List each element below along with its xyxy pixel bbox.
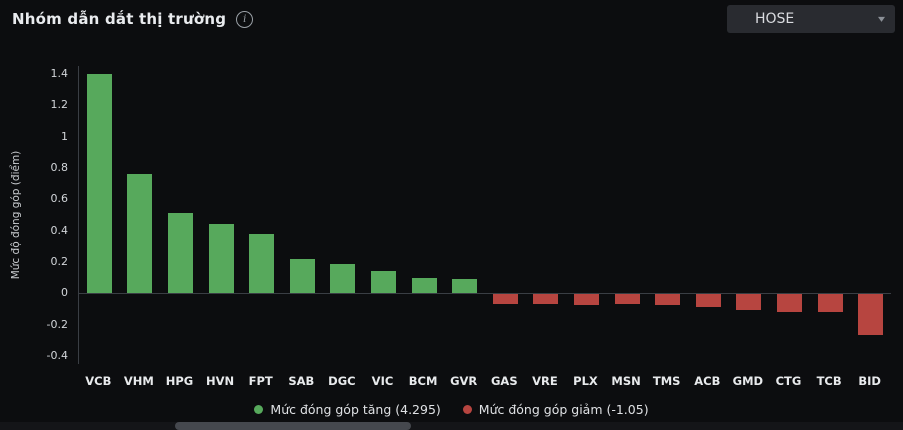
- legend-dot-positive-icon: [254, 405, 264, 414]
- bar-BID[interactable]: [858, 294, 884, 336]
- y-tick-label: -0.4: [46, 349, 68, 363]
- x-tick-label-GAS: GAS: [490, 374, 518, 388]
- bar-VCB[interactable]: [86, 73, 112, 294]
- x-tick-label-VIC: VIC: [371, 374, 394, 388]
- page-title: Nhóm dẫn dắt thị trường: [12, 10, 227, 28]
- bar-HVN[interactable]: [208, 224, 234, 294]
- bar-VRE[interactable]: [533, 294, 559, 304]
- bar-FPT[interactable]: [249, 233, 275, 294]
- bar-PLX[interactable]: [574, 294, 599, 306]
- x-tick-label-FPT: FPT: [248, 374, 273, 388]
- horizontal-scrollbar-thumb[interactable]: [175, 422, 411, 430]
- y-tick-label: 1.2: [50, 98, 69, 112]
- x-tick-label-DGC: DGC: [328, 374, 356, 388]
- y-tick-label: 0.8: [50, 160, 69, 174]
- bar-SAB[interactable]: [289, 258, 315, 294]
- title-group: Nhóm dẫn dắt thị trường i: [12, 10, 254, 28]
- y-tick-label: 0.4: [50, 223, 69, 237]
- legend-label-positive: Mức đóng góp tăng (4.295): [270, 402, 441, 417]
- bar-TCB[interactable]: [817, 294, 843, 312]
- y-tick-label: 0.2: [50, 255, 69, 269]
- x-tick-label-MSN: MSN: [611, 374, 641, 388]
- bar-ACB[interactable]: [695, 294, 721, 307]
- info-icon[interactable]: i: [236, 10, 254, 28]
- y-tick-label: 0.6: [50, 192, 69, 206]
- chart-legend: Mức đóng góp tăng (4.295) Mức đóng góp g…: [0, 402, 903, 417]
- bar-VHM[interactable]: [127, 174, 153, 294]
- x-tick-label-GVR: GVR: [450, 374, 478, 388]
- legend-item-positive: Mức đóng góp tăng (4.295): [254, 402, 441, 417]
- x-tick-label-TMS: TMS: [652, 374, 681, 388]
- bar-BCM[interactable]: [411, 277, 437, 294]
- exchange-selected-value: HOSE: [755, 11, 795, 27]
- bar-chart-plot: [78, 66, 891, 364]
- x-tick-label-PLX: PLX: [573, 374, 598, 388]
- exchange-select[interactable]: HOSE ▾: [727, 5, 895, 33]
- x-tick-label-CTG: CTG: [775, 374, 802, 388]
- bar-GAS[interactable]: [492, 294, 518, 304]
- legend-dot-negative-icon: [462, 405, 472, 414]
- x-tick-label-HPG: HPG: [165, 374, 194, 388]
- x-tick-label-GMD: GMD: [732, 374, 764, 388]
- x-tick-label-VRE: VRE: [532, 374, 558, 388]
- x-tick-label-TCB: TCB: [816, 374, 842, 388]
- widget-header: Nhóm dẫn dắt thị trường i HOSE ▾: [0, 0, 903, 38]
- bar-GVR[interactable]: [452, 279, 478, 294]
- bar-CTG[interactable]: [777, 294, 802, 312]
- x-tick-label-SAB: SAB: [288, 374, 315, 388]
- legend-item-negative: Mức đóng góp giảm (-1.05): [462, 402, 649, 417]
- y-tick-label: -0.2: [46, 317, 68, 331]
- bar-GMD[interactable]: [736, 294, 762, 311]
- x-tick-label-BID: BID: [858, 374, 881, 388]
- bar-TMS[interactable]: [655, 294, 681, 306]
- bar-MSN[interactable]: [614, 294, 640, 304]
- y-tick-label: 1.4: [50, 66, 69, 80]
- bar-DGC[interactable]: [330, 263, 356, 294]
- chevron-down-icon: ▾: [877, 13, 886, 25]
- x-tick-label-VHM: VHM: [123, 374, 154, 388]
- legend-label-negative: Mức đóng góp giảm (-1.05): [478, 402, 649, 417]
- horizontal-scrollbar-track[interactable]: [0, 422, 903, 430]
- y-tick-label: 0: [61, 286, 68, 300]
- bar-VIC[interactable]: [371, 271, 396, 294]
- x-tick-label-HVN: HVN: [206, 374, 235, 388]
- y-tick-label: 1: [61, 129, 68, 143]
- x-tick-label-VCB: VCB: [85, 374, 112, 388]
- x-tick-label-ACB: ACB: [694, 374, 721, 388]
- bar-HPG[interactable]: [168, 213, 193, 294]
- x-tick-label-BCM: BCM: [408, 374, 438, 388]
- zero-axis-line: [79, 293, 891, 295]
